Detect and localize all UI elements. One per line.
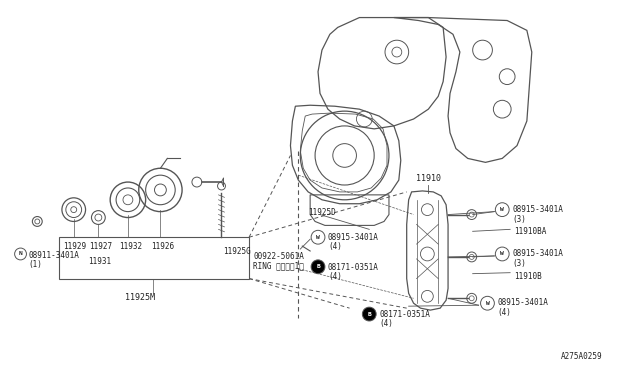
Text: (4): (4) xyxy=(328,242,342,251)
Text: W: W xyxy=(500,251,504,256)
Text: 11932: 11932 xyxy=(119,242,143,251)
Text: W: W xyxy=(486,301,490,306)
Text: A275A0259: A275A0259 xyxy=(561,353,603,362)
Text: B: B xyxy=(367,312,371,317)
Text: 11929: 11929 xyxy=(63,242,86,251)
Text: 08915-3401A: 08915-3401A xyxy=(497,298,548,307)
Text: 11910: 11910 xyxy=(416,174,441,183)
Text: 11910BA: 11910BA xyxy=(514,227,547,236)
Text: 08171-0351A: 08171-0351A xyxy=(379,310,430,319)
Text: B: B xyxy=(316,264,320,269)
Text: (3): (3) xyxy=(512,215,526,224)
Text: (4): (4) xyxy=(379,319,393,328)
Text: (1): (1) xyxy=(28,260,42,269)
Text: 11931: 11931 xyxy=(88,257,111,266)
Text: 11910B: 11910B xyxy=(514,272,542,281)
Text: W: W xyxy=(500,207,504,212)
Text: 08915-3401A: 08915-3401A xyxy=(512,249,563,258)
Circle shape xyxy=(311,260,325,274)
Text: (4): (4) xyxy=(497,308,511,317)
Text: 08915-3401A: 08915-3401A xyxy=(328,233,379,242)
Bar xyxy=(59,237,249,279)
Text: 11926: 11926 xyxy=(151,242,174,251)
Text: 08911-3401A: 08911-3401A xyxy=(28,251,79,260)
Text: (4): (4) xyxy=(328,272,342,281)
Text: N: N xyxy=(19,251,22,256)
Text: 11925D: 11925D xyxy=(308,208,336,217)
Text: 11927: 11927 xyxy=(89,242,112,251)
Text: RING リング（1）: RING リング（1） xyxy=(253,261,304,270)
Text: 00922-5061A: 00922-5061A xyxy=(253,252,304,261)
Circle shape xyxy=(362,307,376,321)
Text: 11925M: 11925M xyxy=(125,294,155,302)
Text: 08915-3401A: 08915-3401A xyxy=(512,205,563,214)
Text: (3): (3) xyxy=(512,259,526,268)
Text: 08171-0351A: 08171-0351A xyxy=(328,263,379,272)
Text: 11925G: 11925G xyxy=(223,247,252,256)
Text: W: W xyxy=(316,235,320,240)
